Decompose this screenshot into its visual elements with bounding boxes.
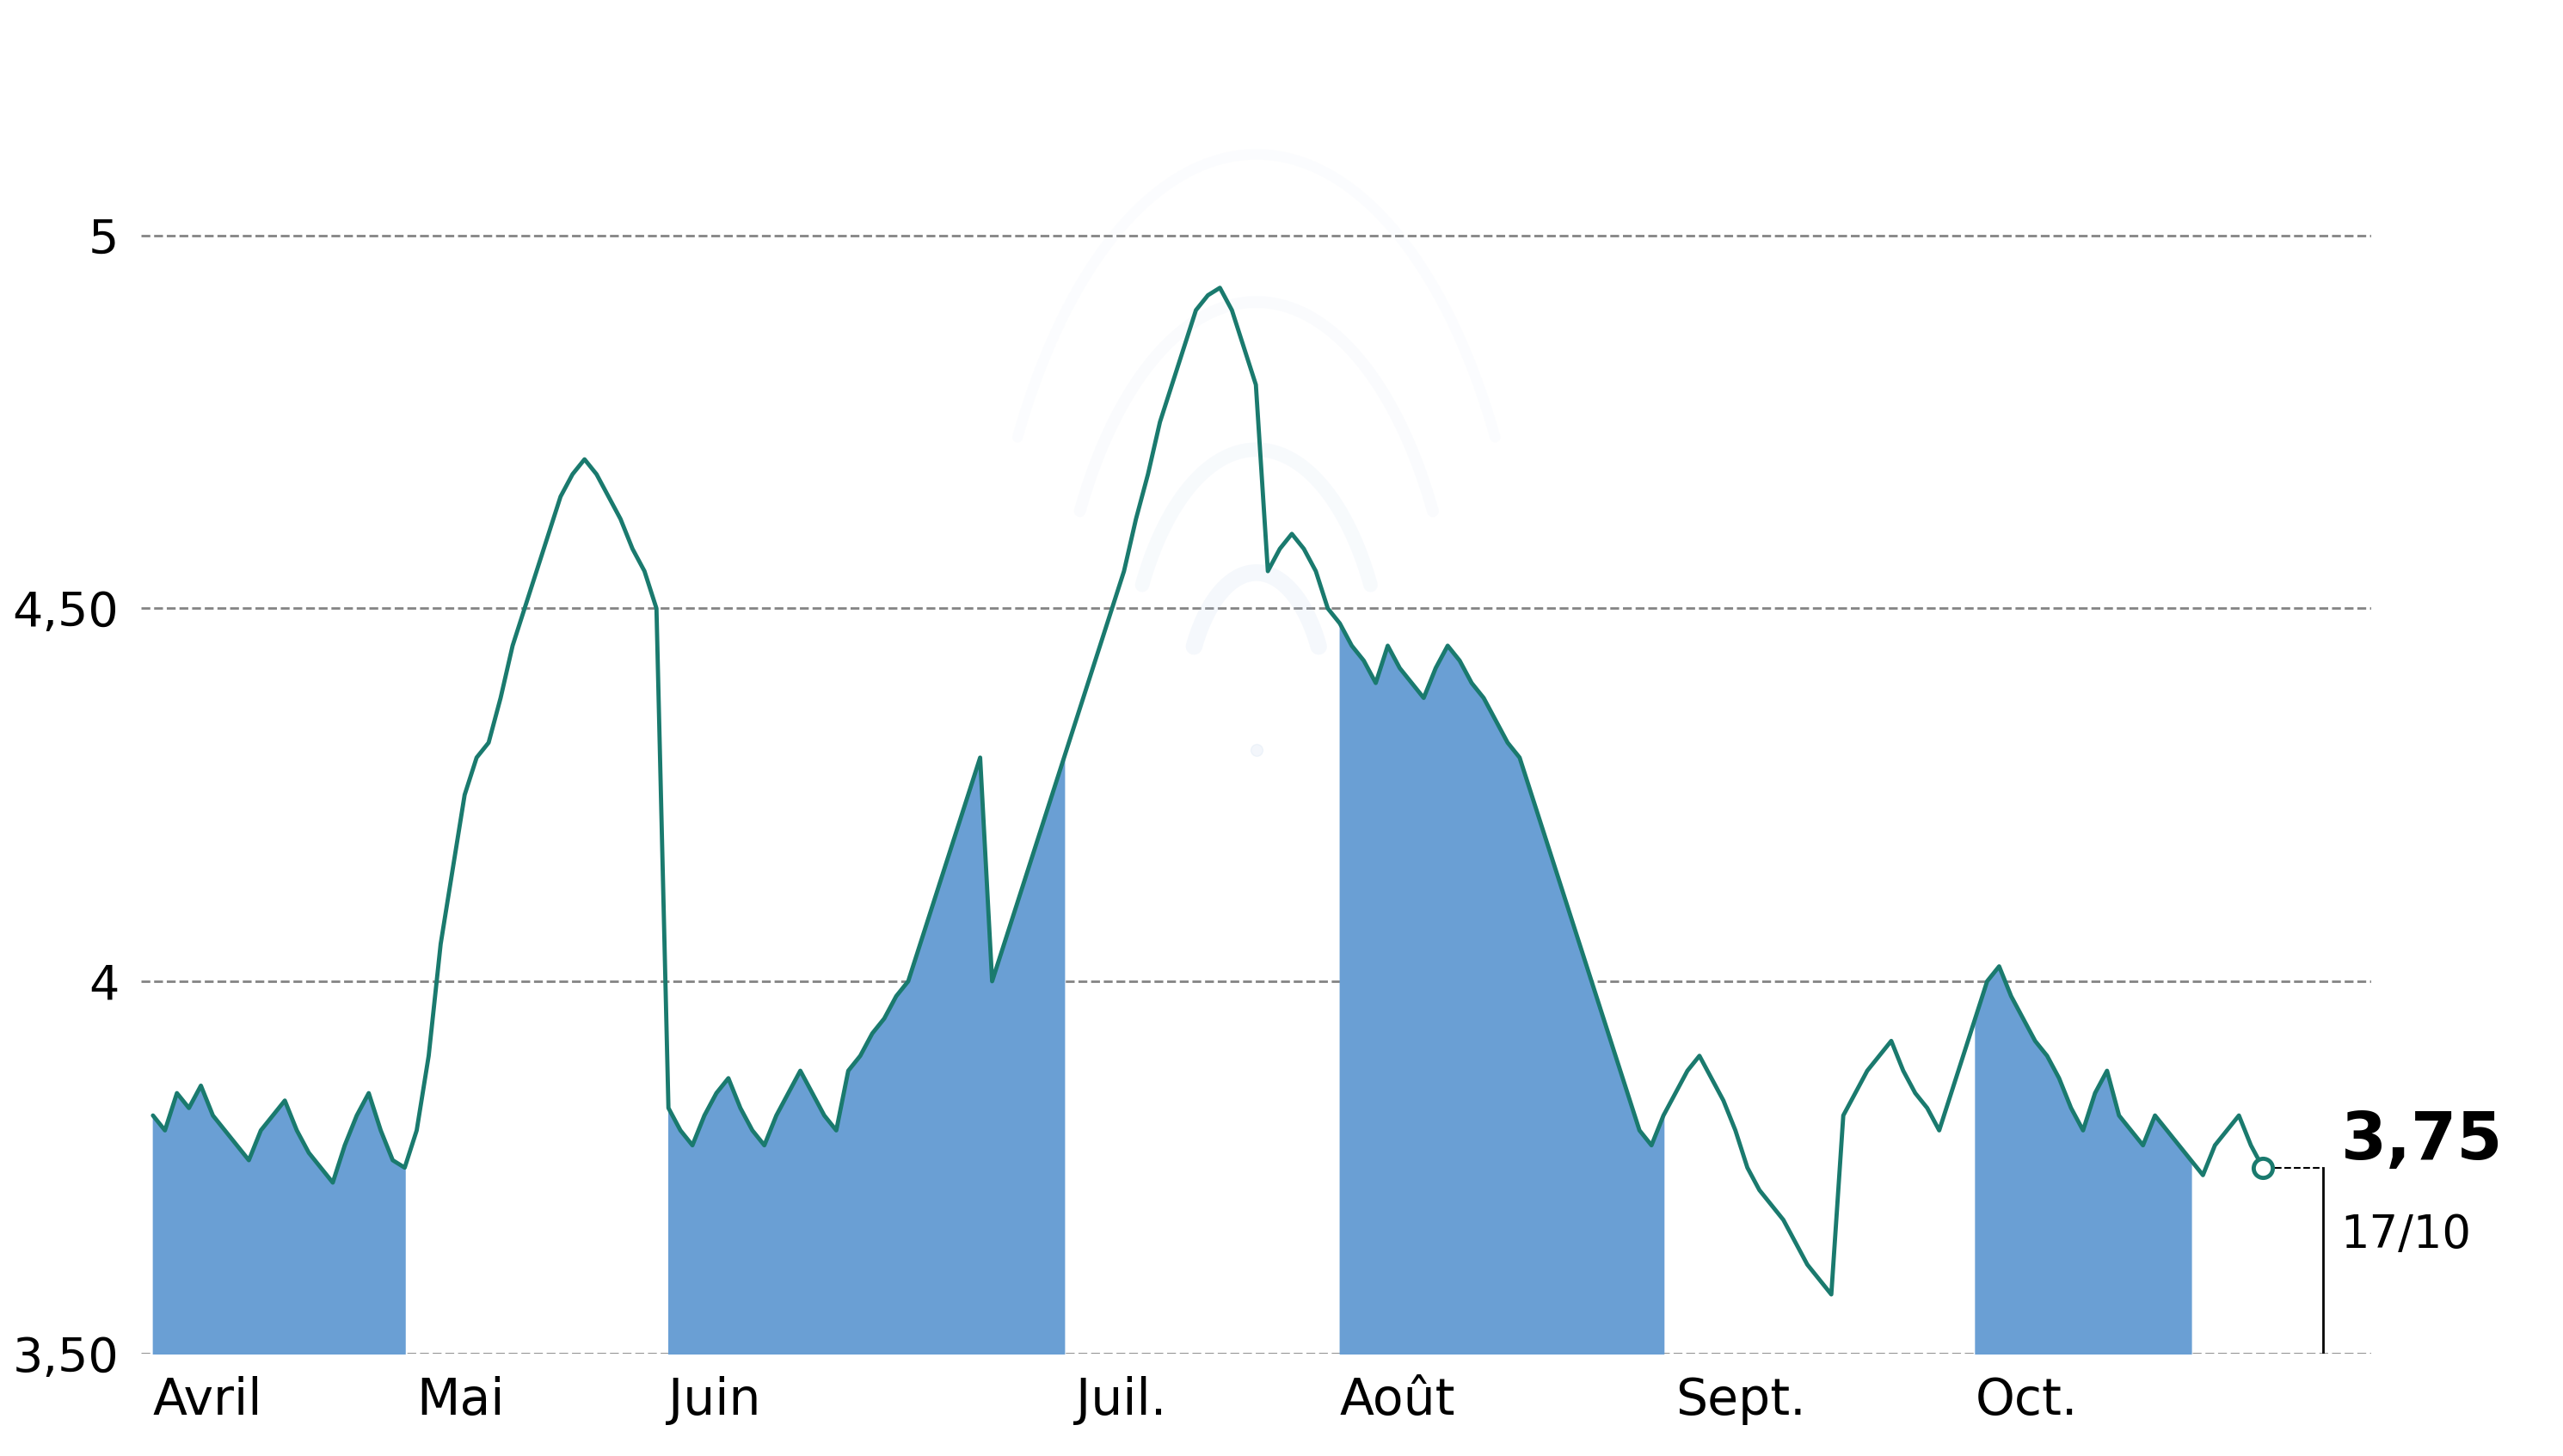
Text: EUTELSAT COMMUNIC.: EUTELSAT COMMUNIC.: [692, 1, 1871, 93]
Text: 17/10: 17/10: [2340, 1213, 2471, 1257]
Text: 3,75: 3,75: [2340, 1109, 2504, 1174]
